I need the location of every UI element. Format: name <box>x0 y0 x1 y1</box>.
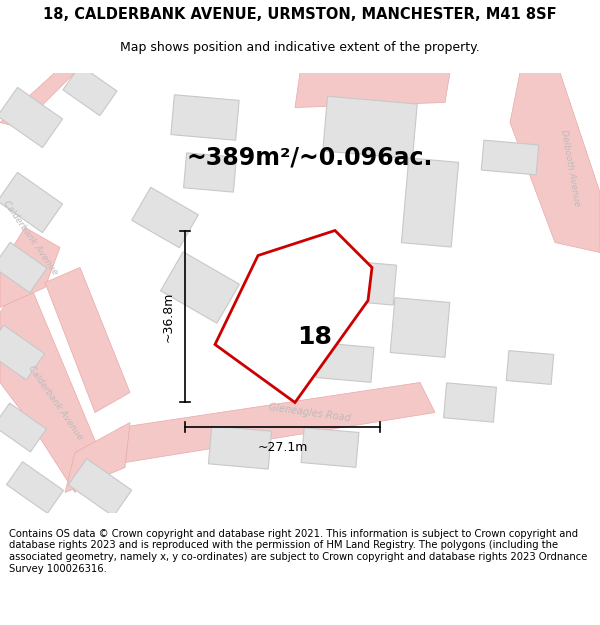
Polygon shape <box>0 72 75 127</box>
Text: ~389m²/~0.096ac.: ~389m²/~0.096ac. <box>187 146 433 169</box>
Polygon shape <box>184 153 236 192</box>
Polygon shape <box>316 342 374 382</box>
Polygon shape <box>0 242 47 292</box>
Text: ~36.8m: ~36.8m <box>162 291 175 342</box>
Polygon shape <box>131 188 199 248</box>
Polygon shape <box>0 173 62 232</box>
Text: 18: 18 <box>298 326 332 349</box>
Text: Calderbank Avenue: Calderbank Avenue <box>1 199 59 276</box>
Polygon shape <box>7 462 64 513</box>
Polygon shape <box>506 351 554 384</box>
Polygon shape <box>65 422 130 492</box>
Polygon shape <box>208 426 272 469</box>
Text: Contains OS data © Crown copyright and database right 2021. This information is : Contains OS data © Crown copyright and d… <box>9 529 587 574</box>
Polygon shape <box>120 382 435 462</box>
Polygon shape <box>301 428 359 468</box>
Polygon shape <box>481 140 539 175</box>
Polygon shape <box>0 403 46 452</box>
Polygon shape <box>0 325 44 380</box>
Polygon shape <box>0 272 100 492</box>
Polygon shape <box>45 268 130 412</box>
Polygon shape <box>0 228 60 308</box>
Polygon shape <box>161 252 239 323</box>
Text: Map shows position and indicative extent of the property.: Map shows position and indicative extent… <box>120 41 480 54</box>
Polygon shape <box>401 158 458 247</box>
Polygon shape <box>68 459 132 516</box>
Polygon shape <box>390 298 450 358</box>
Text: Calderbank Avenue: Calderbank Avenue <box>26 364 84 441</box>
Text: Gleneagles Road: Gleneagles Road <box>268 402 352 423</box>
Polygon shape <box>443 383 496 422</box>
Polygon shape <box>171 95 239 140</box>
Polygon shape <box>295 72 450 107</box>
Text: 18, CALDERBANK AVENUE, URMSTON, MANCHESTER, M41 8SF: 18, CALDERBANK AVENUE, URMSTON, MANCHEST… <box>43 7 557 22</box>
Polygon shape <box>334 260 397 305</box>
Text: ~27.1m: ~27.1m <box>257 441 308 454</box>
Polygon shape <box>63 65 117 116</box>
Polygon shape <box>215 231 372 402</box>
Polygon shape <box>323 96 417 159</box>
Polygon shape <box>0 88 62 148</box>
Polygon shape <box>510 72 600 253</box>
Text: Delbooth Avenue: Delbooth Avenue <box>559 128 581 207</box>
